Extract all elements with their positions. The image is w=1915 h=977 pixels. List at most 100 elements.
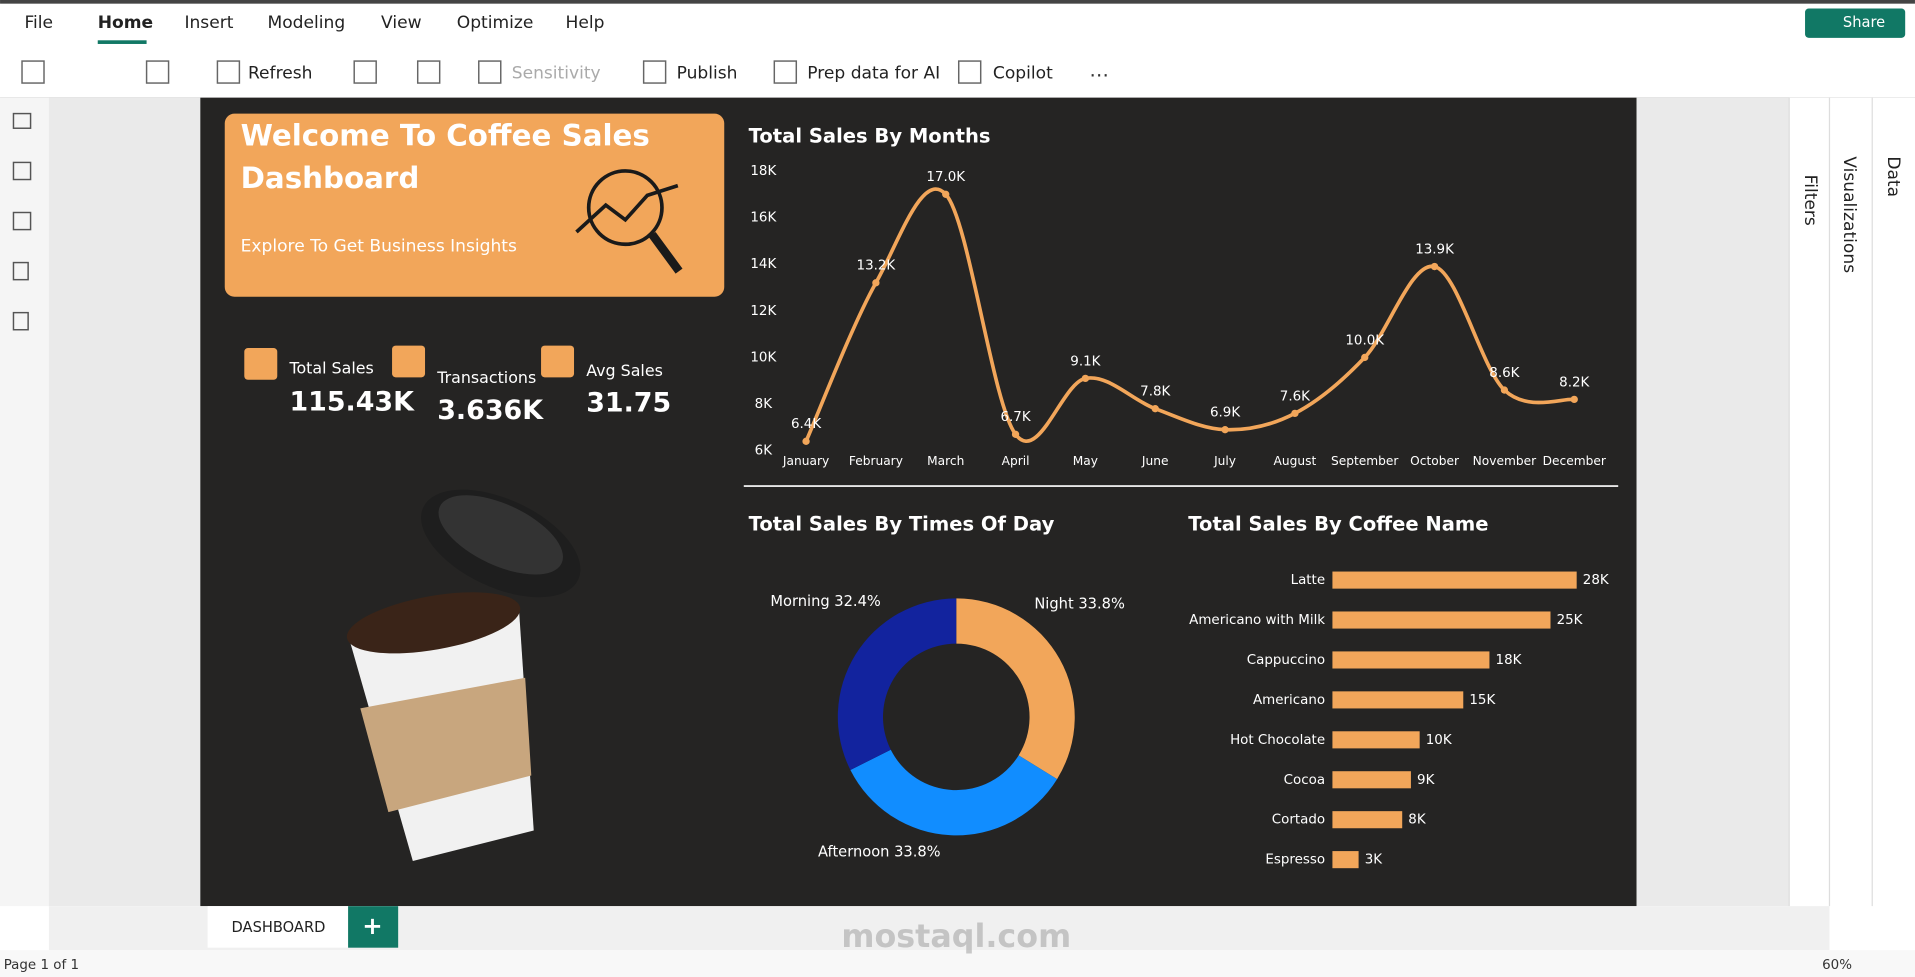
add-tab[interactable] [348, 906, 399, 948]
category-label: Cocoa [1284, 773, 1325, 788]
point [1291, 409, 1299, 418]
x-tick-label: May [1073, 454, 1098, 468]
tab[interactable] [207, 906, 349, 948]
coffee-cup [346, 489, 581, 861]
category-label: Espresso [1265, 853, 1325, 868]
point [802, 437, 810, 445]
banner-title: Welcome To Coffee Sales [241, 118, 650, 152]
status-page: Page 1 of 1 [4, 958, 79, 973]
pane-title[interactable]: Filters [1800, 175, 1820, 226]
toolbar-item[interactable]: Refresh [248, 63, 312, 83]
share-button[interactable] [1805, 8, 1906, 38]
x-tick-label: October [1410, 454, 1460, 468]
active-underline [97, 40, 147, 44]
data-label: 10K [1426, 733, 1453, 748]
data-label: 9.1K [1070, 354, 1101, 369]
x-tick-label: March [927, 454, 964, 468]
category-label: Hot Chocolate [1230, 733, 1325, 748]
right-panes [1789, 97, 1915, 907]
toolbar-icon [145, 60, 170, 84]
y-tick-label: 10K [750, 350, 777, 365]
point [1570, 395, 1578, 404]
add-icon: + [362, 911, 382, 940]
menu-item[interactable]: Insert [184, 13, 233, 33]
menu-item[interactable]: Modeling [267, 13, 345, 33]
data-label: 6.9K [1210, 406, 1241, 421]
kpi-value: 31.75 [586, 388, 671, 419]
chart-title: Total Sales By Times Of Day [749, 513, 1055, 536]
y-tick-label: 12K [750, 304, 777, 319]
category-label: Americano [1253, 693, 1325, 708]
donut-slice [850, 749, 1058, 836]
status-zoom: 60% [1822, 958, 1852, 973]
data-label: 8K [1408, 813, 1427, 828]
tab-label[interactable]: DASHBOARD [232, 919, 326, 936]
status-bar [0, 950, 1915, 977]
kpi-label: Transactions [436, 368, 536, 387]
category-label: Americano with Milk [1189, 613, 1325, 628]
category-label: Cappuccino [1247, 653, 1325, 668]
toolbar-item[interactable]: Prep data for AI [807, 63, 940, 83]
share-label[interactable]: Share [1843, 14, 1885, 31]
chart-title: Total Sales By Months [749, 124, 991, 147]
toolbar-icon [416, 60, 441, 84]
data-label: 6.4K [791, 417, 822, 432]
kpi-icons [244, 345, 575, 380]
bar [1332, 811, 1403, 829]
kpi-value: 3.636K [437, 395, 544, 426]
slice-label: Afternoon 33.8% [818, 843, 941, 860]
pane-title[interactable]: Data [1883, 156, 1903, 197]
pane-title[interactable]: Visualizations [1839, 156, 1859, 273]
menu-item[interactable]: Help [565, 13, 604, 33]
rail-icons [12, 112, 32, 331]
data-label: 18K [1496, 653, 1523, 668]
y-tick-label: 14K [750, 257, 777, 272]
top-edge [0, 0, 1915, 4]
x-tick-label: September [1331, 454, 1399, 468]
bar [1332, 731, 1420, 749]
toolbar-icon [216, 60, 241, 84]
slice-label: Night 33.8% [1034, 596, 1125, 613]
insight-icon [575, 169, 683, 274]
point [1361, 353, 1369, 362]
banner-title: Dashboard [241, 161, 420, 195]
toolbar-item[interactable]: Publish [677, 63, 738, 83]
data-label: 8.6K [1489, 366, 1520, 381]
slice-name: Afternoon [818, 843, 889, 860]
toolbar-item[interactable]: Copilot [993, 63, 1053, 83]
point [1221, 426, 1229, 434]
data-label: 9K [1417, 773, 1436, 788]
slice-name: Morning [770, 593, 829, 610]
point [1500, 386, 1509, 394]
slice-value: 32.4% [834, 593, 881, 610]
point [872, 279, 880, 287]
bar [1332, 651, 1490, 669]
more-icon: … [1089, 58, 1109, 81]
menu-item[interactable]: Optimize [457, 13, 534, 33]
y-tick-label: 8K [755, 397, 774, 412]
left-rail [0, 97, 49, 907]
y-tick-label: 6K [755, 444, 774, 459]
menu-item[interactable]: Home [98, 13, 153, 33]
data-label: 7.8K [1140, 385, 1171, 400]
slice-name: Night [1034, 596, 1074, 613]
slice-value: 33.8% [1078, 596, 1125, 613]
menu-item[interactable]: View [381, 13, 422, 33]
point [942, 190, 950, 198]
point [1430, 262, 1439, 271]
toolbar-item[interactable]: Sensitivity [512, 63, 601, 83]
toolbar-icon [957, 60, 982, 84]
menu-item[interactable]: File [24, 13, 53, 33]
bar [1332, 771, 1411, 789]
toolbar-icon [642, 60, 667, 84]
bar [1332, 851, 1359, 869]
category-label: Cortado [1272, 813, 1325, 828]
data-label: 28K [1583, 573, 1610, 588]
x-tick-label: June [1141, 454, 1169, 468]
toolbar-icon [353, 60, 377, 84]
toolbar-icon [21, 60, 45, 84]
point [1151, 405, 1159, 413]
x-tick-label: November [1473, 454, 1537, 468]
